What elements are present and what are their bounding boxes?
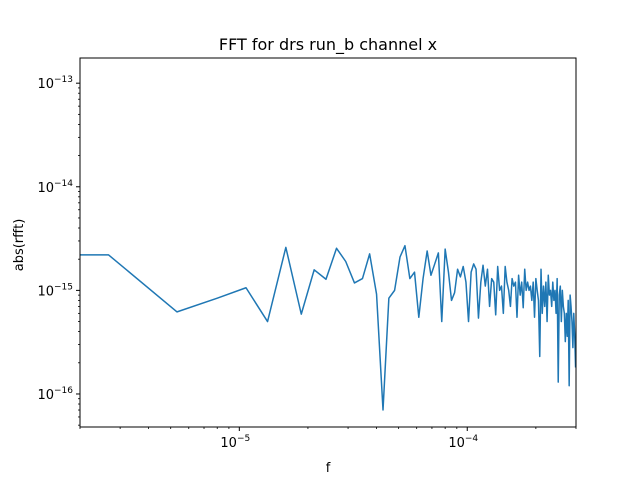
x-axis-label: f bbox=[326, 461, 331, 476]
axes-frame bbox=[79, 57, 577, 428]
y-tick-label: 10−14 bbox=[37, 179, 73, 196]
y-axis-label: abs(rfft) bbox=[12, 219, 27, 272]
chart-title: FFT for drs run_b channel x bbox=[219, 35, 437, 55]
x-tick-label: 10−5 bbox=[220, 434, 250, 451]
y-tick-label: 10−15 bbox=[37, 282, 73, 299]
fft-series-line bbox=[80, 244, 576, 411]
y-tick-label: 10−16 bbox=[37, 386, 73, 403]
y-tick-label: 10−13 bbox=[37, 75, 73, 92]
x-tick-label: 10−4 bbox=[448, 434, 478, 451]
series-layer bbox=[80, 244, 576, 411]
